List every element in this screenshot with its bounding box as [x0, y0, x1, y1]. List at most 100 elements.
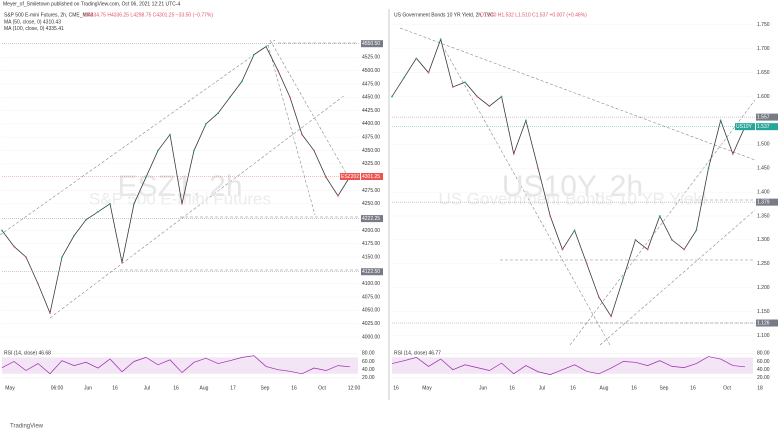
price-point — [731, 152, 734, 155]
price-point — [121, 261, 123, 264]
price-point — [451, 86, 454, 88]
y-tick-label: 1.600 — [757, 94, 770, 100]
price-point — [49, 312, 51, 314]
marker-label: 1.557 — [757, 114, 770, 120]
marker-tag: US10Y — [736, 124, 753, 130]
price-point — [549, 215, 552, 217]
price-point — [415, 57, 418, 60]
rsi-label: RSI (14, close) 46.77 — [394, 350, 441, 356]
marker-label: 4122.50 — [362, 269, 380, 275]
y-tick-label: 4325.00 — [362, 161, 380, 167]
y-tick-label: 1.100 — [757, 333, 770, 339]
price-point — [205, 122, 207, 125]
price-point — [427, 71, 430, 74]
x-tick-label: 16 — [112, 385, 118, 391]
price-point — [512, 152, 515, 155]
rsi-tick-label: 60.00 — [362, 359, 375, 365]
y-tick-label: 4025.00 — [362, 321, 380, 327]
price-point — [622, 277, 625, 280]
price-point — [658, 215, 661, 217]
price-point — [325, 176, 327, 179]
price-point — [181, 202, 183, 205]
price-point — [646, 248, 649, 251]
price-point — [73, 234, 75, 237]
y-tick-label: 4075.00 — [362, 294, 380, 300]
y-tick-label: 4200.00 — [362, 228, 380, 234]
x-tick-label: Jun — [84, 385, 92, 391]
rsi-tick-label: 60.00 — [757, 359, 770, 365]
price-point — [391, 95, 393, 98]
rsi-tick-label: 40.00 — [757, 367, 770, 373]
marker-box — [756, 113, 778, 121]
price-point — [289, 96, 291, 99]
y-tick-label: 4350.00 — [362, 148, 380, 154]
marker-box — [361, 268, 383, 276]
price-point — [707, 167, 710, 170]
x-tick-label: 16 — [509, 385, 515, 391]
y-tick-label: 1.300 — [757, 237, 770, 243]
x-tick-label: May — [5, 385, 15, 391]
x-tick-label: Aug — [200, 385, 209, 391]
ohlc: O4334.75 H4336.25 L4298.75 C4301.25 −33.… — [84, 12, 213, 18]
rsi-line — [1, 355, 351, 375]
price-point — [598, 296, 600, 299]
price-point — [671, 238, 673, 241]
price-point — [585, 262, 588, 265]
marker-box — [756, 319, 778, 327]
x-tick-label: 18 — [757, 385, 763, 391]
x-tick-label: 06:00 — [51, 385, 64, 391]
trendlines — [0, 27, 756, 346]
price-point — [277, 69, 279, 72]
y-tick-label: 4375.00 — [362, 135, 380, 141]
y-tick-label: 1.650 — [757, 70, 770, 76]
x-tick-label: 16 — [631, 385, 637, 391]
marker-label: 1.537 — [757, 124, 770, 130]
price-point — [133, 202, 135, 205]
price-point — [537, 167, 539, 170]
y-tick-label: 4500.00 — [362, 68, 380, 74]
x-tick-label: Sep — [660, 385, 669, 391]
brand: TradingView — [10, 424, 44, 430]
x-tick-label: Sep — [261, 385, 270, 391]
y-tick-label: 1.250 — [757, 261, 770, 267]
price-point — [301, 133, 303, 136]
watermark-symbol: ESZ1, 2h — [117, 170, 242, 203]
x-tick-label: Aug — [600, 385, 609, 391]
price-point — [464, 81, 466, 84]
marker-box — [361, 215, 383, 223]
byline: Meyer_of_Smiletown published on TradingV… — [3, 1, 180, 7]
chart-title: US Government Bonds 10 YR Yield, 2h, TVC — [394, 12, 494, 18]
y-tick-label: 1.150 — [757, 309, 770, 315]
watermark-name: US Government Bonds 10 YR Yield — [438, 189, 706, 208]
x-tick-label: 16 — [570, 385, 576, 391]
marker-label: 4550.50 — [362, 41, 380, 47]
y-tick-label: 4450.00 — [362, 95, 380, 101]
x-tick-label: 16 — [690, 385, 696, 391]
rsi-label: RSI (14, close) 46.68 — [4, 350, 51, 356]
price-point — [109, 202, 111, 205]
x-tick-label: 17 — [230, 385, 236, 391]
y-tick-label: 4175.00 — [362, 241, 380, 247]
price-point — [217, 112, 219, 115]
x-tick-label: 16 — [291, 385, 297, 391]
price-point — [476, 95, 479, 98]
price-point — [683, 248, 686, 251]
x-tick-label: Jun — [479, 385, 487, 391]
y-tick-label: 4275.00 — [362, 188, 380, 194]
price-point — [524, 119, 527, 122]
x-tick-label: Oct — [318, 385, 326, 391]
price-line — [391, 37, 746, 318]
y-tick-label: 4050.00 — [362, 308, 380, 314]
y-tick-label: 4400.00 — [362, 121, 380, 127]
price-point — [313, 149, 315, 152]
price-point — [573, 229, 576, 232]
price-point — [719, 119, 722, 122]
y-tick-label: 1.500 — [757, 142, 770, 148]
price-point — [439, 38, 442, 41]
x-tick-label: Jul — [144, 385, 150, 391]
y-tick-label: 1.450 — [757, 166, 770, 172]
marker-label: 4222.25 — [362, 216, 380, 222]
price-point — [253, 53, 255, 56]
rsi-tick-label: 80.00 — [362, 351, 375, 357]
y-tick-label: 4000.00 — [362, 334, 380, 340]
